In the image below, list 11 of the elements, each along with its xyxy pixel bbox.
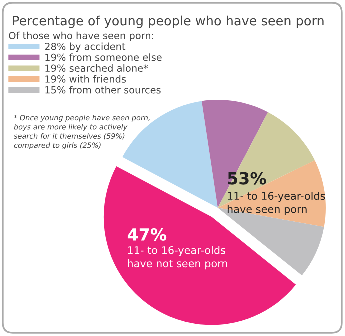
slice-label: 11- to 16-year-olds have not seen porn (128, 246, 228, 270)
legend-label: 19% with friends (46, 75, 126, 83)
chart-title: Percentage of young people who have seen porn (13, 16, 324, 28)
data-label: 47% (128, 228, 167, 242)
legend-label: 19% from someone else (46, 54, 162, 62)
legend-title: Of those who have seen porn: (9, 32, 154, 42)
legend-label: 19% searched alone* (46, 64, 148, 72)
text: 11- to 16-year-olds have seen porn (228, 192, 326, 216)
text: 53% (228, 172, 266, 185)
legend-label: 28% by accident (45, 42, 126, 52)
legend-label: 15% from other sources (46, 86, 161, 94)
